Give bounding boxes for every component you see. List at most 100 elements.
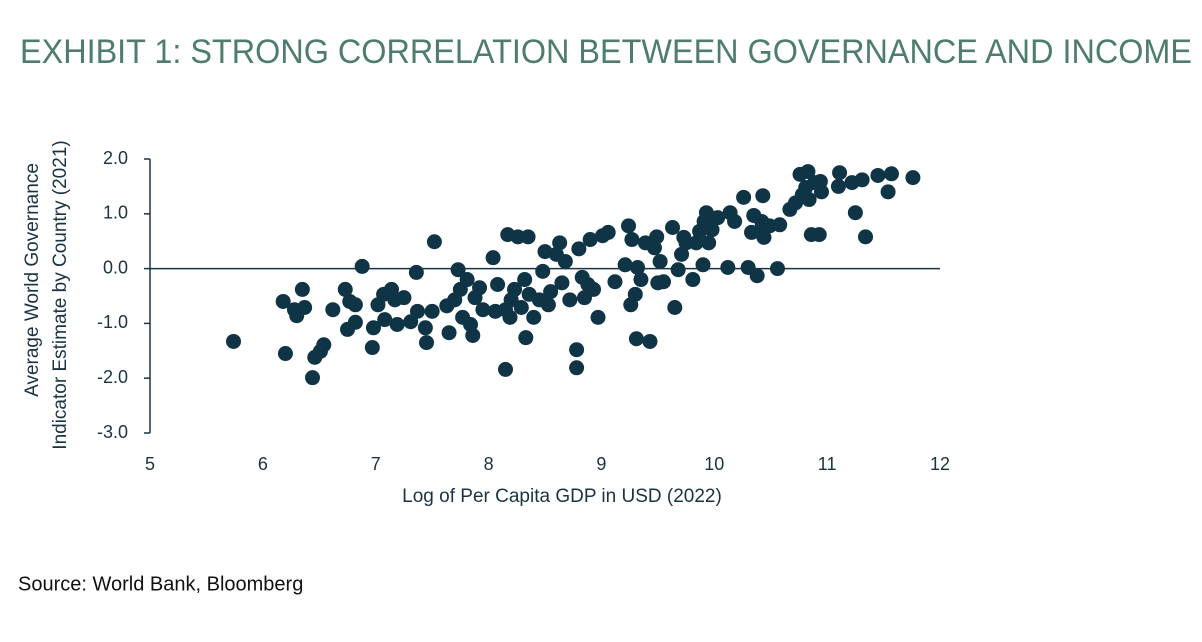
data-point bbox=[710, 210, 726, 226]
data-point bbox=[396, 290, 412, 306]
data-point bbox=[459, 272, 475, 288]
data-point bbox=[305, 370, 321, 386]
data-point bbox=[426, 234, 442, 250]
x-tick-label: 10 bbox=[704, 454, 724, 474]
data-point bbox=[590, 309, 606, 325]
data-point bbox=[557, 253, 573, 269]
y-tick-label: 2.0 bbox=[103, 148, 128, 168]
data-point bbox=[417, 320, 433, 336]
data-point bbox=[633, 272, 649, 288]
data-point bbox=[854, 172, 870, 188]
data-point bbox=[628, 331, 644, 347]
data-point bbox=[337, 281, 353, 297]
data-point bbox=[520, 229, 536, 245]
data-point bbox=[552, 235, 568, 251]
y-tick-label: -1.0 bbox=[97, 312, 128, 332]
data-point bbox=[277, 346, 293, 362]
data-point bbox=[450, 262, 466, 278]
data-point bbox=[540, 297, 556, 313]
data-point bbox=[870, 167, 886, 183]
data-point bbox=[617, 257, 633, 273]
data-point bbox=[377, 312, 393, 328]
data-point bbox=[830, 178, 846, 194]
data-point bbox=[490, 276, 506, 292]
data-point bbox=[543, 284, 559, 300]
x-tick-label: 12 bbox=[930, 454, 950, 474]
data-point bbox=[607, 274, 623, 290]
y-tick-label: 1.0 bbox=[103, 203, 128, 223]
y-tick-label: -2.0 bbox=[97, 367, 128, 387]
data-point bbox=[698, 205, 714, 221]
data-point bbox=[701, 235, 717, 251]
data-point bbox=[720, 260, 736, 276]
data-point bbox=[586, 281, 602, 297]
x-tick-label: 7 bbox=[371, 454, 381, 474]
data-point bbox=[475, 302, 491, 318]
data-point bbox=[600, 224, 616, 240]
y-axis-label: Average World Governance bbox=[22, 163, 43, 397]
data-point bbox=[667, 300, 683, 316]
data-point bbox=[832, 165, 848, 181]
y-tick-label: 0.0 bbox=[103, 257, 128, 277]
y-tick-label: -3.0 bbox=[97, 422, 128, 442]
data-point bbox=[325, 302, 341, 318]
data-point bbox=[513, 300, 529, 316]
data-point bbox=[485, 250, 501, 266]
data-point bbox=[652, 253, 668, 269]
data-point bbox=[685, 272, 701, 288]
data-point bbox=[562, 292, 578, 308]
data-point bbox=[502, 309, 518, 325]
data-point bbox=[582, 232, 598, 248]
data-point bbox=[498, 361, 513, 377]
data-point bbox=[226, 333, 242, 349]
data-point bbox=[847, 205, 863, 221]
data-point bbox=[727, 213, 743, 229]
data-point bbox=[571, 241, 587, 257]
data-point bbox=[769, 261, 785, 277]
data-point bbox=[736, 189, 752, 205]
data-point bbox=[656, 274, 671, 290]
data-point bbox=[883, 166, 899, 182]
data-point bbox=[642, 333, 658, 349]
data-point bbox=[858, 229, 874, 245]
data-point bbox=[627, 286, 643, 302]
data-point bbox=[772, 217, 788, 233]
x-tick-label: 11 bbox=[818, 454, 837, 474]
data-point bbox=[814, 184, 829, 200]
data-point bbox=[665, 220, 681, 235]
data-point bbox=[347, 297, 363, 313]
data-point bbox=[554, 275, 570, 291]
data-point bbox=[472, 280, 488, 296]
data-point bbox=[880, 184, 896, 200]
x-axis-label: Log of Per Capita GDP in USD (2022) bbox=[402, 486, 722, 507]
data-point bbox=[688, 235, 704, 251]
data-point bbox=[518, 330, 534, 346]
data-point bbox=[408, 264, 424, 280]
x-tick-label: 9 bbox=[596, 454, 606, 474]
x-tick-label: 8 bbox=[484, 454, 494, 474]
data-point bbox=[294, 281, 310, 297]
data-point bbox=[389, 316, 405, 332]
data-point bbox=[424, 303, 440, 319]
data-point bbox=[569, 342, 585, 358]
source-note: Source: World Bank, Bloomberg bbox=[18, 573, 303, 595]
data-point bbox=[630, 260, 646, 276]
data-point bbox=[347, 314, 363, 330]
data-point bbox=[649, 229, 665, 245]
data-point bbox=[811, 227, 827, 243]
data-point bbox=[674, 246, 690, 262]
data-point bbox=[365, 320, 381, 336]
data-point bbox=[756, 229, 772, 245]
chart-title: EXHIBIT 1: STRONG CORRELATION BETWEEN GO… bbox=[20, 33, 1192, 71]
data-point bbox=[275, 293, 291, 309]
data-point bbox=[621, 218, 637, 234]
data-point bbox=[801, 192, 817, 208]
data-point bbox=[526, 309, 542, 325]
data-point bbox=[755, 188, 771, 204]
y-axis-label: Indicator Estimate by Country (2021) bbox=[50, 140, 71, 449]
data-point bbox=[537, 244, 553, 260]
data-point bbox=[695, 257, 711, 273]
data-point bbox=[316, 337, 332, 353]
data-point bbox=[286, 302, 302, 318]
